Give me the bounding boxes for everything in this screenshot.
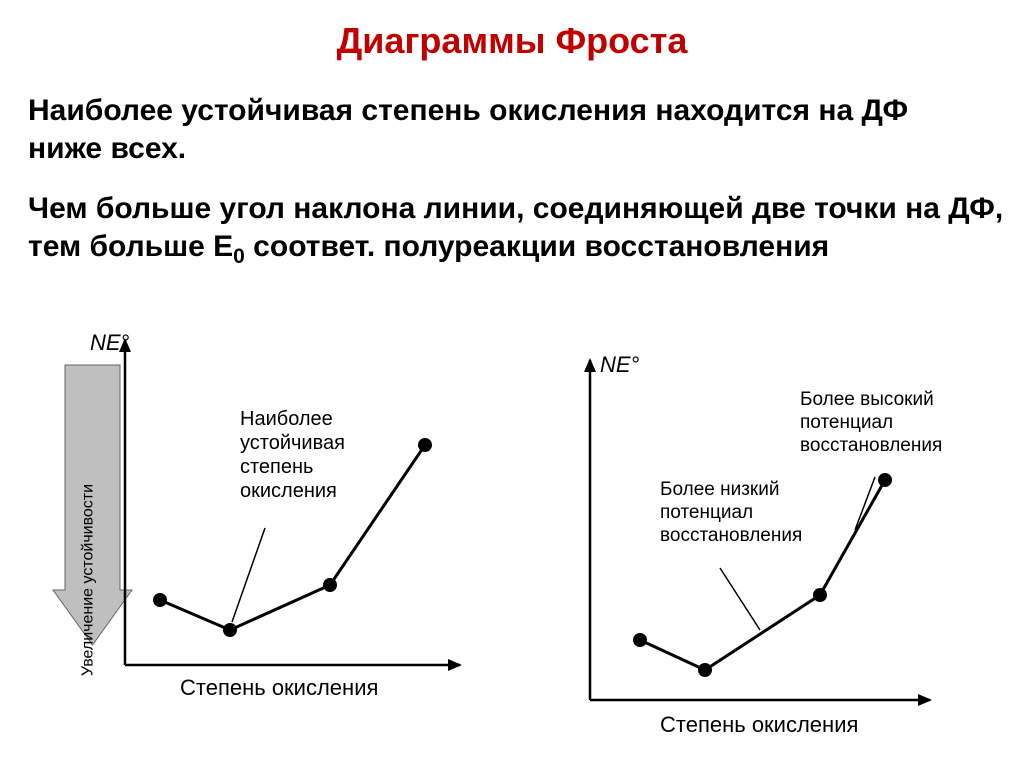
chart-stability: Увеличение устойчивости NE° Степень окисле… xyxy=(30,330,500,745)
svg-text:NE°: NE° xyxy=(600,352,640,377)
paragraph-2: Чем больше угол наклона линии, соединяющ… xyxy=(28,190,1008,270)
svg-text:Степень окисления: Степень окисления xyxy=(660,712,858,737)
svg-text:Степень окисления: Степень окисления xyxy=(180,675,378,700)
svg-text:Увеличение устойчивости: Увеличение устойчивости xyxy=(80,484,97,676)
svg-text:Более высокий: Более высокий xyxy=(800,389,934,410)
chart-potentials: NE°Степень окисленияБолее низкийпотенциа… xyxy=(530,350,1010,768)
page-title: Диаграммы Фроста xyxy=(0,20,1024,62)
svg-text:Более низкий: Более низкий xyxy=(660,479,779,500)
paragraph-1: Наиболее устойчивая степень окисления на… xyxy=(28,92,988,167)
svg-text:потенциал: потенциал xyxy=(800,412,893,433)
svg-text:потенциал: потенциал xyxy=(660,502,753,523)
svg-text:Наиболее: Наиболее xyxy=(240,408,333,430)
svg-text:NE°: NE° xyxy=(90,330,130,355)
svg-text:окисления: окисления xyxy=(240,480,337,502)
svg-text:устойчивая: устойчивая xyxy=(240,432,345,454)
svg-text:восстановления: восстановления xyxy=(660,525,802,546)
svg-text:восстановления: восстановления xyxy=(800,435,942,456)
svg-text:степень: степень xyxy=(240,456,313,478)
